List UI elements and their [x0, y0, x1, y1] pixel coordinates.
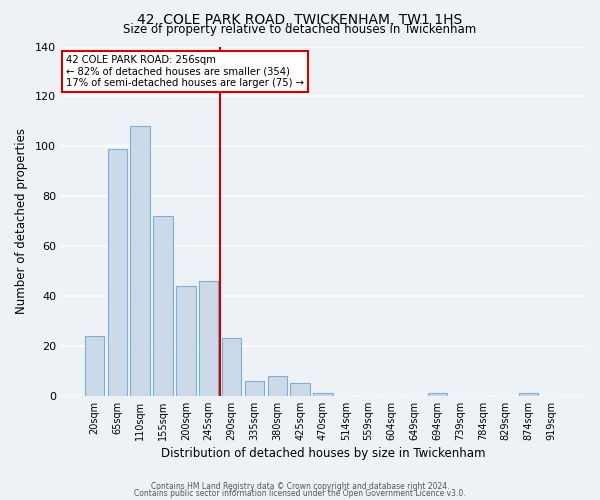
Bar	[268, 376, 287, 396]
Bar	[130, 126, 150, 396]
Y-axis label: Number of detached properties: Number of detached properties	[15, 128, 28, 314]
Text: 42, COLE PARK ROAD, TWICKENHAM, TW1 1HS: 42, COLE PARK ROAD, TWICKENHAM, TW1 1HS	[137, 12, 463, 26]
Text: Contains public sector information licensed under the Open Government Licence v3: Contains public sector information licen…	[134, 489, 466, 498]
Text: Size of property relative to detached houses in Twickenham: Size of property relative to detached ho…	[124, 22, 476, 36]
Text: 42 COLE PARK ROAD: 256sqm
← 82% of detached houses are smaller (354)
17% of semi: 42 COLE PARK ROAD: 256sqm ← 82% of detac…	[66, 55, 304, 88]
Bar	[313, 394, 332, 396]
Bar	[245, 381, 264, 396]
Bar	[85, 336, 104, 396]
Bar	[176, 286, 196, 396]
Bar	[428, 394, 447, 396]
Text: Contains HM Land Registry data © Crown copyright and database right 2024.: Contains HM Land Registry data © Crown c…	[151, 482, 449, 491]
Bar	[222, 338, 241, 396]
Bar	[519, 394, 538, 396]
Bar	[107, 149, 127, 396]
Bar	[154, 216, 173, 396]
Bar	[290, 384, 310, 396]
X-axis label: Distribution of detached houses by size in Twickenham: Distribution of detached houses by size …	[161, 447, 485, 460]
Bar	[199, 281, 218, 396]
